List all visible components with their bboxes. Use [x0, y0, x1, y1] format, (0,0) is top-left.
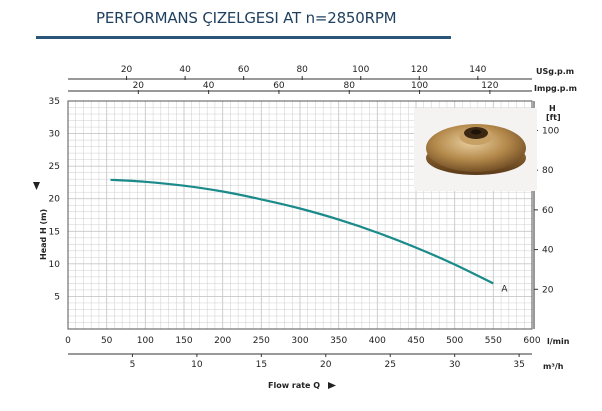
y-tick-label-ft: 100	[542, 126, 559, 136]
x-tick-label-m3h: 30	[449, 360, 461, 370]
tick-label-usgpm: 100	[352, 65, 369, 75]
x-tick-label-lmin: 550	[485, 336, 502, 346]
plot-frame	[67, 100, 533, 330]
y-axis-head-m: 5 10 15 20 25 30 35	[49, 97, 61, 302]
x-tick-label-m3h: 20	[320, 360, 332, 370]
xlabel-arrow-icon	[328, 382, 336, 389]
y-tick-label-ft: 60	[542, 206, 554, 216]
tick-label-impgpm: 120	[481, 81, 498, 91]
tick-label-usgpm: 60	[238, 65, 250, 75]
tick-label-usgpm: 80	[296, 65, 308, 75]
x-tick-label-lmin: 250	[253, 336, 270, 346]
tick-label-usgpm: 140	[469, 65, 486, 75]
impeller-icon	[426, 124, 526, 175]
x-tick-label-lmin: 50	[101, 336, 113, 346]
y-tick-label-m: 15	[49, 227, 60, 237]
x-tick-label-lmin: 200	[214, 336, 231, 346]
tick-label-impgpm: 40	[203, 81, 215, 91]
pump-curve-A	[110, 178, 494, 285]
tick-label-impgpm: 80	[344, 81, 356, 91]
xlabel-usgpm: USg.p.m	[536, 67, 574, 76]
xlabel-m3h: m³/h	[543, 362, 564, 371]
x-tick-label-lmin: 400	[369, 336, 386, 346]
y-tick-label-ft: 20	[542, 285, 554, 295]
x-tick-label-lmin: 500	[446, 336, 463, 346]
x-tick-label-m3h: 5	[130, 360, 136, 370]
x-tick-label-lmin: 450	[407, 336, 424, 346]
top-axes: 20 40 60 80 100 120 140 20 40 60 80 100 120	[68, 65, 532, 94]
tick-label-impgpm: 60	[273, 81, 285, 91]
x-tick-label-lmin: 100	[137, 336, 154, 346]
x-tick-label-m3h: 10	[191, 360, 203, 370]
y-axis-head-ft: 20 40 60 80 100	[533, 101, 559, 329]
y-tick-label-m: 5	[54, 292, 60, 302]
y-tick-label-ft: 80	[542, 166, 554, 176]
y-tick-label-m: 35	[49, 97, 60, 107]
y-tick-label-m: 20	[49, 195, 61, 205]
ylabel-arrow-icon	[33, 182, 40, 190]
y-tick-label-m: 30	[49, 130, 61, 140]
title-underline	[36, 36, 451, 39]
bottom-axes: 0 50 100 150 200 250 300 350 400 450 500 550 600 5 10 1…	[65, 336, 541, 370]
tick-label-usgpm: 20	[121, 65, 133, 75]
ylabel-ft-line2: [ft]	[546, 113, 561, 122]
x-tick-label-lmin: 350	[330, 336, 347, 346]
tick-label-impgpm: 100	[411, 81, 428, 91]
y-tick-label-m: 25	[49, 162, 60, 172]
ylabel-ft-line1: H	[549, 104, 556, 113]
x-tick-label-lmin: 600	[523, 336, 540, 346]
ylabel-head-m: Head H (m)	[39, 209, 48, 260]
tick-label-impgpm: 20	[133, 81, 145, 91]
x-tick-label-m3h: 35	[513, 360, 524, 370]
xlabel-lmin: l/min	[547, 337, 570, 346]
y-tick-label-m: 10	[49, 260, 61, 270]
page-title: PERFORMANS ÇIZELGESI AT n=2850RPM	[96, 9, 397, 27]
y-tick-label-ft: 40	[542, 246, 554, 256]
x-tick-label-lmin: 0	[65, 336, 71, 346]
xlabel-impgpm: Impg.p.m	[534, 84, 577, 93]
tick-label-usgpm: 120	[411, 65, 428, 75]
x-tick-label-m3h: 15	[256, 360, 267, 370]
series-label-A: A	[501, 284, 508, 294]
x-tick-label-lmin: 300	[291, 336, 308, 346]
x-tick-label-lmin: 150	[175, 336, 192, 346]
impeller-photo	[414, 108, 537, 191]
x-tick-label-m3h: 25	[384, 360, 395, 370]
tick-label-usgpm: 40	[179, 65, 191, 75]
xlabel-flow-rate: Flow rate Q	[268, 381, 320, 390]
